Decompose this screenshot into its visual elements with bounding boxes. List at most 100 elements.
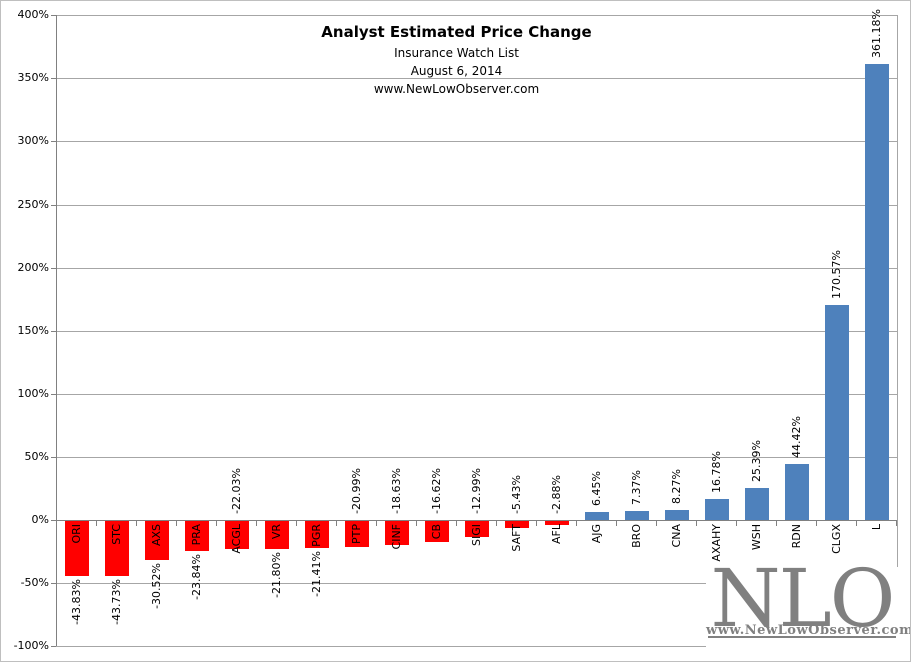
category-tick xyxy=(536,521,537,526)
category-tick xyxy=(776,521,777,526)
nlo-logo-rule xyxy=(708,636,896,638)
bar-ticker-label: WSH xyxy=(750,524,763,551)
bar xyxy=(345,521,369,547)
gridline xyxy=(56,646,897,647)
bar-ticker-label: RDN xyxy=(790,524,803,549)
nlo-logo-caption: www.NewLowObserver.com xyxy=(706,623,911,638)
bar-ticker-label: VR xyxy=(270,524,283,540)
bar xyxy=(465,521,489,537)
y-axis-label: 0% xyxy=(31,513,49,526)
bar-value-label: -43.73% xyxy=(110,579,123,625)
gridline xyxy=(56,520,897,521)
bar xyxy=(425,521,449,542)
y-axis-tick xyxy=(51,457,56,458)
bar xyxy=(105,521,129,576)
y-axis-label: 50% xyxy=(24,450,49,463)
bar-ticker-label: CLGX xyxy=(830,524,843,554)
chart-subtitle: Insurance Watch List xyxy=(394,46,519,60)
bar-ticker-label: L xyxy=(870,524,883,531)
gridline xyxy=(56,268,897,269)
bar-value-label: -23.84% xyxy=(190,554,203,600)
y-axis-tick xyxy=(51,141,56,142)
bar-ticker-label: BRO xyxy=(630,524,643,548)
category-tick xyxy=(656,521,657,526)
gridline xyxy=(56,457,897,458)
category-tick xyxy=(616,521,617,526)
category-tick xyxy=(296,521,297,526)
y-axis-tick xyxy=(51,331,56,332)
bar-ticker-label: SAFT xyxy=(510,524,523,552)
bar-value-label: -16.62% xyxy=(430,468,443,514)
y-axis-tick xyxy=(51,583,56,584)
bar-ticker-label: ORI xyxy=(70,524,83,544)
bar-value-label: -21.41% xyxy=(310,551,323,597)
category-tick xyxy=(496,521,497,526)
bar xyxy=(585,512,609,520)
y-axis-tick xyxy=(51,15,56,16)
bar-value-label: 170.57% xyxy=(830,250,843,299)
gridline xyxy=(56,15,897,16)
bar-value-label: -18.63% xyxy=(390,468,403,514)
bar xyxy=(705,499,729,520)
gridline xyxy=(56,78,897,79)
category-tick xyxy=(696,521,697,526)
bar-ticker-label: SIGI xyxy=(470,524,483,546)
bar-value-label: 7.37% xyxy=(630,470,643,505)
bar-ticker-label: AJG xyxy=(590,524,603,544)
y-axis-tick xyxy=(51,268,56,269)
bar-value-label: 25.39% xyxy=(750,440,763,482)
y-axis-label: 400% xyxy=(17,8,49,21)
nlo-logo-text: NLO xyxy=(710,552,896,645)
bar-value-label: 361.18% xyxy=(870,9,883,58)
gridline xyxy=(56,141,897,142)
bar-ticker-label: AXS xyxy=(150,524,163,547)
category-tick xyxy=(456,521,457,526)
category-tick xyxy=(216,521,217,526)
y-axis-tick xyxy=(51,78,56,79)
bar-value-label: -22.03% xyxy=(230,468,243,514)
gridline xyxy=(56,205,897,206)
bar xyxy=(225,521,249,549)
y-axis-label: 100% xyxy=(17,387,49,400)
bar xyxy=(625,511,649,520)
gridline xyxy=(56,331,897,332)
y-axis-tick xyxy=(51,205,56,206)
y-axis-label: 300% xyxy=(17,134,49,147)
bar-ticker-label: PTP xyxy=(350,524,363,544)
category-tick xyxy=(176,521,177,526)
category-tick xyxy=(896,521,897,526)
y-axis-tick xyxy=(51,646,56,647)
bar-value-label: 6.45% xyxy=(590,471,603,506)
chart-website: www.NewLowObserver.com xyxy=(373,82,540,96)
y-axis-label: 350% xyxy=(17,71,49,84)
bar-value-label: -21.80% xyxy=(270,552,283,598)
bar-value-label: -12.99% xyxy=(470,468,483,514)
bar-ticker-label: STC xyxy=(110,524,123,545)
plot-right-border xyxy=(897,15,898,646)
chart-title: Analyst Estimated Price Change xyxy=(321,23,592,41)
category-tick xyxy=(576,521,577,526)
y-axis-tick xyxy=(51,520,56,521)
y-axis-line xyxy=(56,15,57,646)
category-tick xyxy=(816,521,817,526)
y-axis-tick xyxy=(51,394,56,395)
category-tick xyxy=(336,521,337,526)
bar-ticker-label: CB xyxy=(430,524,443,540)
y-axis-label: 250% xyxy=(17,198,49,211)
bar-value-label: -20.99% xyxy=(350,468,363,514)
bar-ticker-label: PGR xyxy=(310,524,323,547)
bar-ticker-label: CNA xyxy=(670,524,683,548)
bar-value-label: 8.27% xyxy=(670,469,683,504)
category-tick xyxy=(56,521,57,526)
bar-value-label: -43.83% xyxy=(70,579,83,625)
bar xyxy=(145,521,169,560)
bar-value-label: -30.52% xyxy=(150,563,163,609)
bar-value-label: 44.42% xyxy=(790,416,803,458)
bar xyxy=(825,305,849,520)
bar xyxy=(745,488,769,520)
bar-ticker-label: PRA xyxy=(190,524,203,546)
category-tick xyxy=(136,521,137,526)
y-axis-label: 150% xyxy=(17,324,49,337)
category-tick xyxy=(96,521,97,526)
y-axis-label: -50% xyxy=(20,576,49,589)
